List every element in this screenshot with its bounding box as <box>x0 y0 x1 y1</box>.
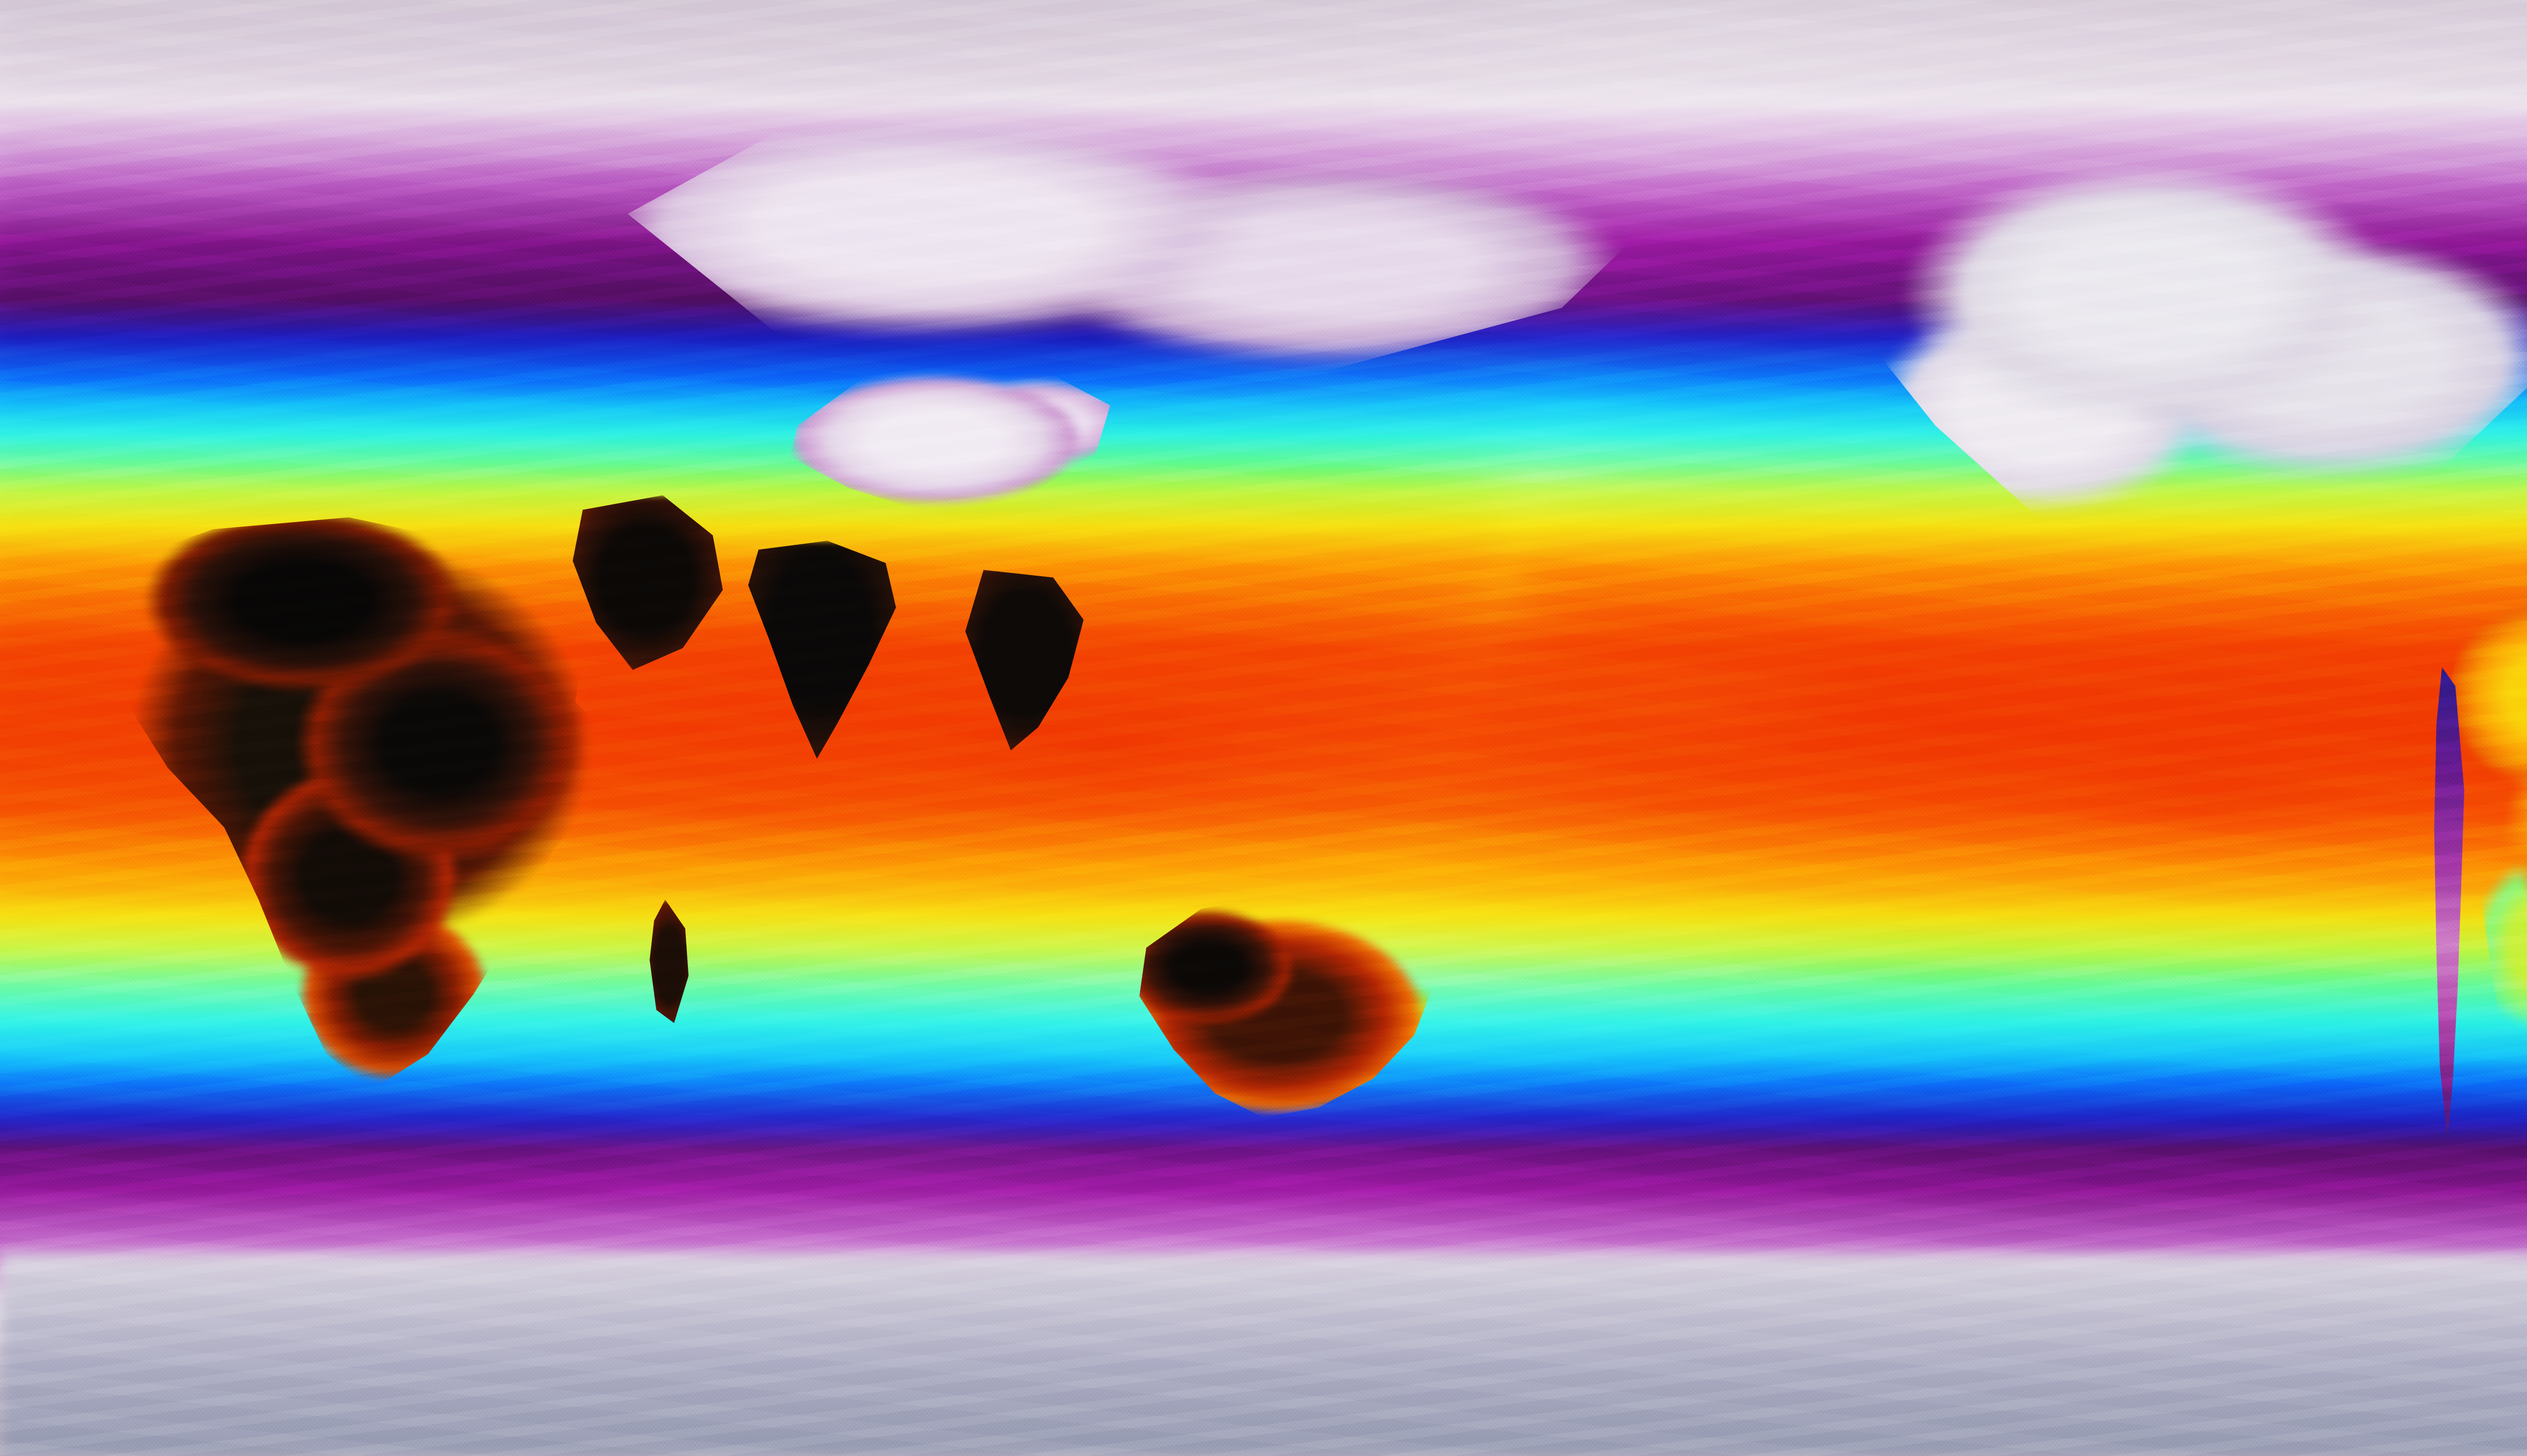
landmass-antarctica <box>0 1253 2527 1456</box>
